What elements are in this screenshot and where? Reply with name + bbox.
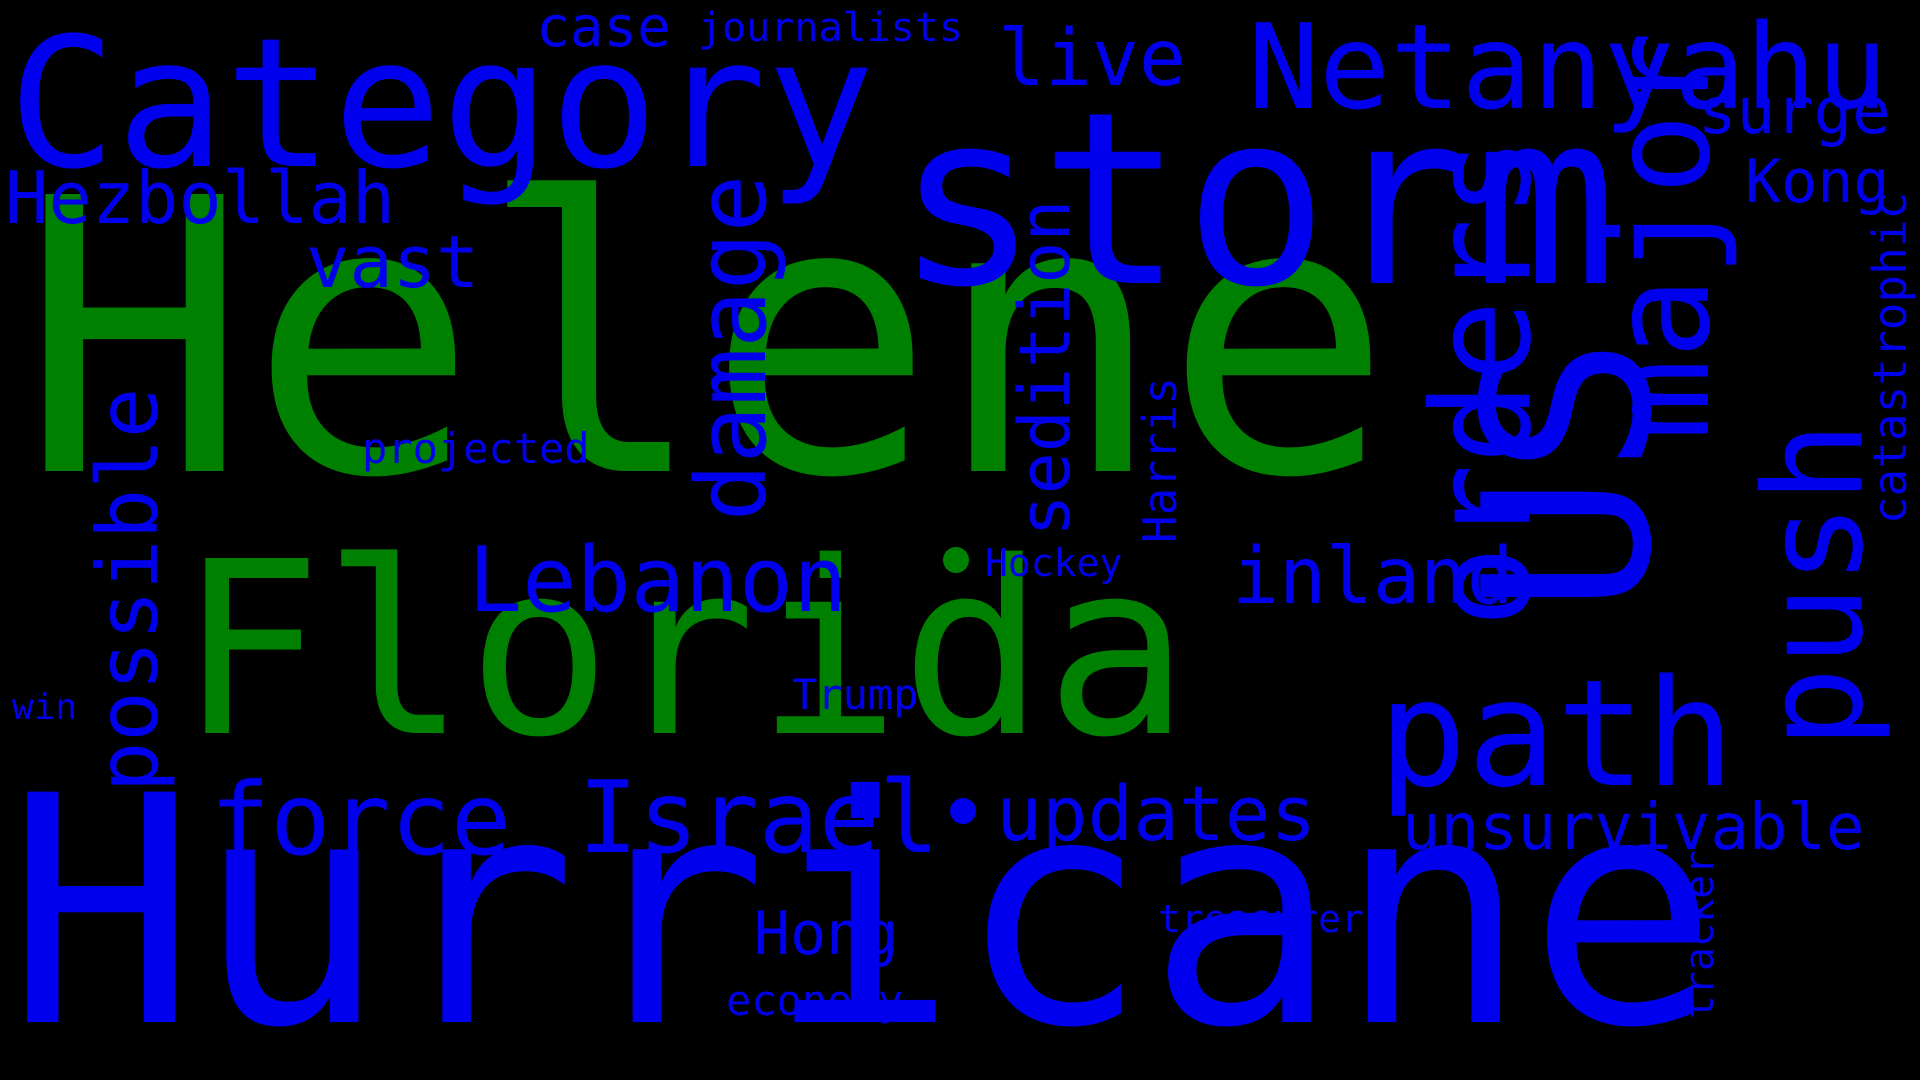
word-tracker: tracker [1677,850,1723,1020]
word-hezbollah: Hezbollah [5,156,396,240]
word-hurricane: Hurricane [6,729,1719,1080]
word-unsurvivable: unsurvivable [1402,791,1865,865]
word-hong: Hong [754,899,899,969]
word-hockey: Hockey [985,541,1123,585]
word-helene: Helene [20,118,1393,561]
word-trump: Trump [792,670,919,719]
word-sedition: sedition [1004,199,1086,537]
word-treasurer: treasurer [1158,897,1364,941]
word-netanyahu: Netanyahu [1248,0,1888,136]
word-lebanon: Lebanon [468,528,848,633]
dot-blue [950,798,976,824]
word-category: Category [8,0,875,209]
word-possible: possible [79,387,177,793]
word-path: path [1378,648,1735,820]
word-economy: economy [726,976,904,1025]
word-journalists: journalists [698,5,963,51]
word-damage: damage [676,174,788,522]
word-projected: projected [362,424,590,473]
word-kong: Kong [1745,147,1890,217]
word-inland: inland [1232,532,1514,622]
word-vast: vast [306,220,480,304]
word-israel: Israel [578,759,940,876]
word-storm: storm [895,60,1618,340]
word-live: live [998,14,1186,104]
word-updates: updates [996,769,1317,858]
word-win: win [12,687,78,728]
word-case: case [536,0,671,60]
word-florida: Florida [178,510,1190,790]
word-force: force [210,761,512,878]
word-harris: Harris [1133,376,1187,544]
word-catastrophic: catastrophic [1863,191,1917,525]
dot-green [943,547,969,573]
word-surge: surge [1698,75,1891,149]
